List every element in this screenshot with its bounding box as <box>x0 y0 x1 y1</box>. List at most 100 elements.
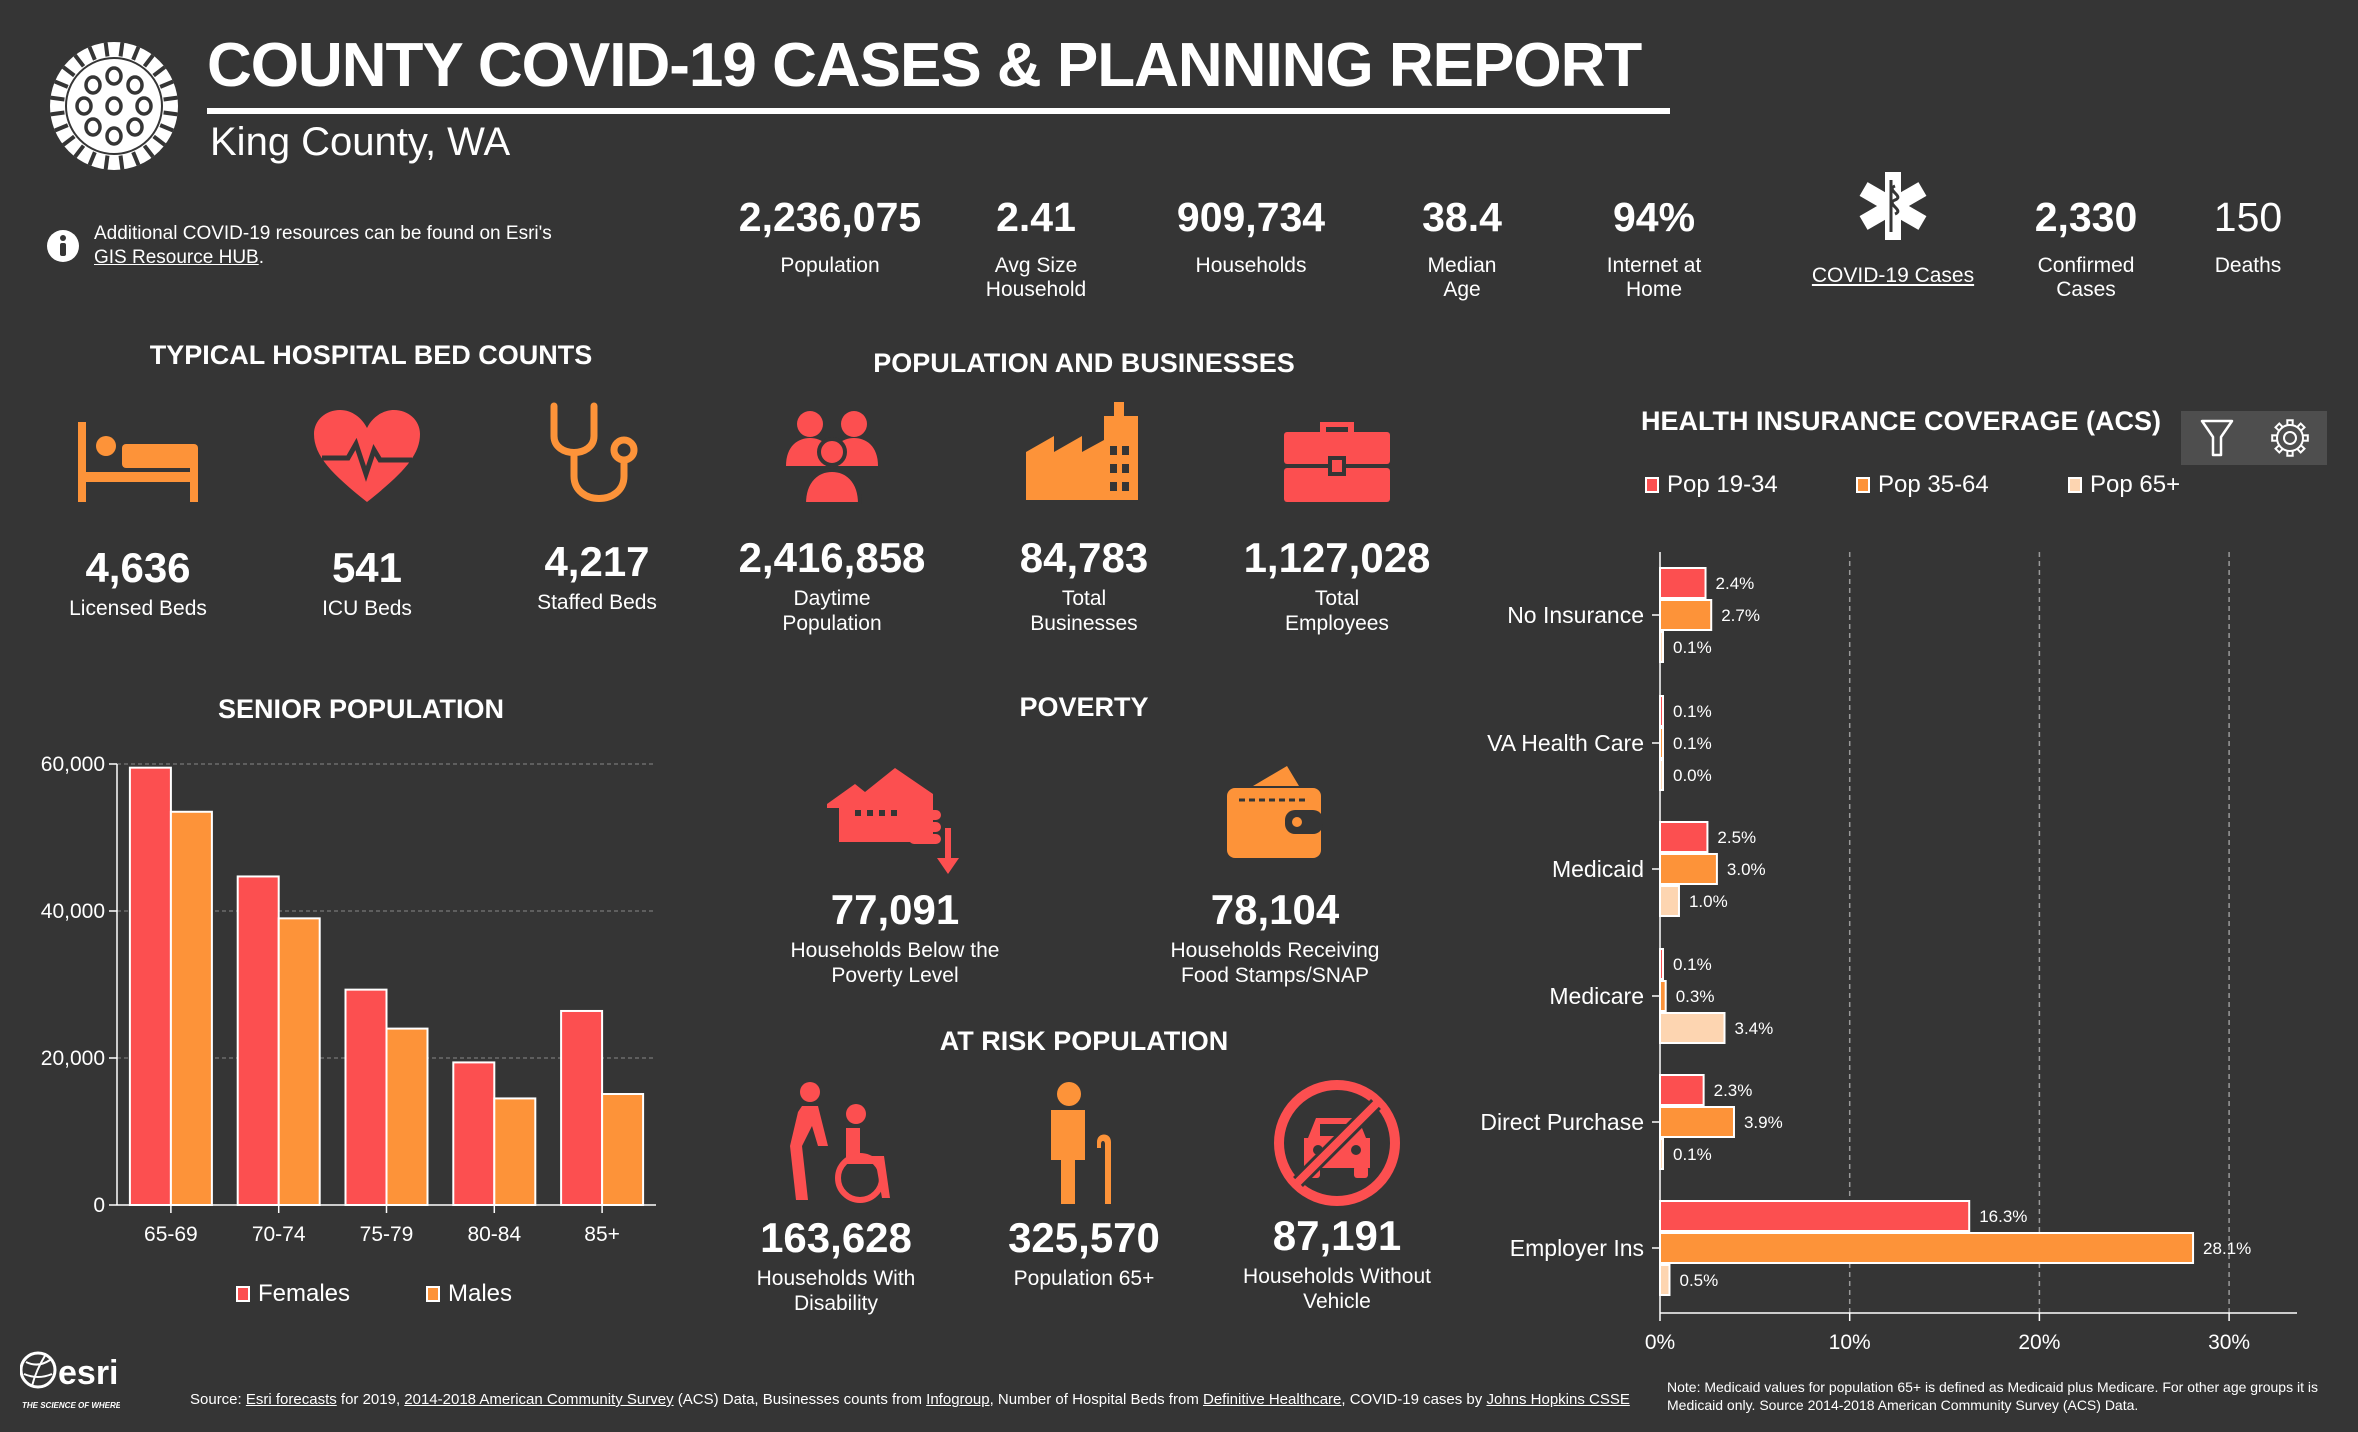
filter-icon[interactable] <box>2199 418 2235 458</box>
page-subtitle: King County, WA <box>210 120 511 164</box>
x-tick-label: 65-69 <box>144 1223 198 1246</box>
virus-spike-gap <box>131 46 141 61</box>
bar-va-health-care-0 <box>1659 695 1664 727</box>
kpi-label: ICU Beds <box>322 597 412 620</box>
kpi-households-snap: 78,104 Households Receiving Food Stamps/… <box>1125 764 1425 988</box>
x-tick-label: 85+ <box>584 1223 620 1246</box>
virus-spike-gap <box>50 95 65 102</box>
bar-value-label: 0.1% <box>1673 1145 1712 1164</box>
definitive-healthcare-link[interactable]: Definitive Healthcare <box>1202 1391 1342 1408</box>
legend-swatch <box>426 1286 440 1302</box>
virus-spike-gap <box>73 144 86 158</box>
bar-value-label: 0.1% <box>1673 734 1712 753</box>
bar-females-75-79 <box>344 988 388 1206</box>
poverty-title: POVERTY <box>1019 692 1149 722</box>
kpi-label: Staffed Beds <box>537 591 657 614</box>
stat-label: Avg Size Household <box>985 254 1087 301</box>
gear-icon[interactable] <box>2270 418 2310 458</box>
bar-value-label: 3.0% <box>1727 860 1766 879</box>
virus-dot <box>75 96 93 116</box>
virus-dot <box>135 96 153 116</box>
insurance-note: Note: Medicaid values for population 65+… <box>1667 1379 2318 1413</box>
stat-label: Population <box>780 254 880 277</box>
stat-value: 2.41 <box>996 194 1076 240</box>
infogroup-link[interactable]: Infogroup <box>926 1391 990 1408</box>
category-label: No Insurance <box>1507 602 1644 628</box>
kpi-value: 78,104 <box>1210 886 1340 933</box>
kpi-daytime-population: 2,416,858 Daytime Population <box>682 408 982 636</box>
kpi-label: Total Businesses <box>1030 587 1138 635</box>
bar-medicaid-0 <box>1659 821 1709 853</box>
x-tick-label: 75-79 <box>360 1223 414 1246</box>
virus-spike-gap <box>118 155 125 170</box>
virus-logo-icon <box>50 42 178 170</box>
virus-spike-gap <box>118 42 125 57</box>
bar-no-insurance-2 <box>1659 631 1664 663</box>
kpi-value: 163,628 <box>760 1214 912 1261</box>
info-note: Additional COVID-19 resources can be fou… <box>46 222 552 270</box>
bar-value-label: 0.1% <box>1673 955 1712 974</box>
virus-spike-gap <box>131 151 141 166</box>
stat-value: 2,330 <box>2034 194 2138 240</box>
esri-tagline: THE SCIENCE OF WHERE <box>22 1401 120 1410</box>
kpi-value: 2,416,858 <box>738 534 926 581</box>
x-tick-label: 30% <box>2208 1331 2250 1354</box>
category-label: Employer Ins <box>1510 1235 1644 1261</box>
kpi-population-65: 325,570 Population 65+ <box>934 1082 1234 1291</box>
johns-hopkins-link[interactable]: Johns Hopkins CSSE <box>1486 1391 1630 1408</box>
heart-pulse-icon <box>314 410 420 502</box>
health-insurance-title: HEALTH INSURANCE COVERAGE (ACS) <box>1641 406 2162 436</box>
category-label: VA Health Care <box>1487 730 1644 756</box>
chart-toolbar <box>2181 411 2327 465</box>
legend-label: Pop 65+ <box>2090 471 2181 498</box>
senior-population-title: SENIOR POPULATION <box>217 694 505 724</box>
kpi-value: 4,217 <box>544 538 650 585</box>
bar-value-label: 0.5% <box>1679 1271 1718 1290</box>
source-text-part: for 2019, <box>336 1391 405 1408</box>
kpi-households-no-vehicle: 87,191 Households Without Vehicle <box>1187 1078 1487 1314</box>
info-icon <box>47 230 79 262</box>
legend-swatch <box>236 1286 250 1302</box>
kpi-icu-beds: 541 ICU Beds <box>217 408 517 621</box>
gear-teeth <box>2270 419 2309 457</box>
bar-value-label: 2.7% <box>1721 606 1760 625</box>
bar-value-label: 2.4% <box>1716 574 1755 593</box>
y-tick-label: 0 <box>93 1194 105 1217</box>
bar-males-70-74 <box>277 917 321 1206</box>
virus-spike-gap <box>159 79 174 89</box>
x-tick-label: 10% <box>1829 1331 1871 1354</box>
bar-value-label: 2.3% <box>1714 1081 1753 1100</box>
source-prefix: Source: <box>190 1391 246 1408</box>
y-tick-label: 20,000 <box>41 1047 105 1070</box>
virus-dot <box>126 117 144 137</box>
bar-value-label: 0.3% <box>1676 987 1715 1006</box>
bar-males-80-84 <box>493 1097 537 1206</box>
bar-value-label: 28.1% <box>2203 1239 2251 1258</box>
acs-link[interactable]: 2014-2018 American Community Survey <box>404 1391 674 1408</box>
legend-swatch <box>1856 477 1870 493</box>
population-businesses-title: POPULATION AND BUSINESSES <box>873 348 1295 378</box>
bar-medicare-2 <box>1659 1012 1726 1044</box>
y-tick-label: 40,000 <box>41 900 105 923</box>
covid-cases-link[interactable]: COVID-19 Cases <box>1811 264 1975 287</box>
bar-medicaid-1 <box>1659 853 1718 885</box>
bar-value-label: 0.1% <box>1673 638 1712 657</box>
stat-value: 94% <box>1612 194 1696 240</box>
virus-spike-gap <box>152 65 166 78</box>
stat-value: 150 <box>2213 194 2283 240</box>
bar-employer-ins-1 <box>1659 1232 2195 1264</box>
gis-resource-hub-link[interactable]: GIS Resource HUB <box>94 247 259 268</box>
legend-label: Females <box>258 1280 351 1307</box>
legend-pop-19-34: Pop 19-34 <box>1645 471 1778 499</box>
x-tick-label: 20% <box>2018 1331 2060 1354</box>
hospital-section-title: TYPICAL HOSPITAL BED COUNTS <box>149 340 593 370</box>
esri-forecasts-link[interactable]: Esri forecasts <box>245 1391 337 1408</box>
gear-ring <box>2275 424 2304 452</box>
wallet-icon <box>1227 766 1323 858</box>
legend-males: Males <box>426 1280 512 1308</box>
stat-covid-cases-link[interactable]: COVID-19 Cases <box>1773 170 2013 288</box>
kpi-value: 4,636 <box>85 544 191 591</box>
bar-employer-ins-0 <box>1659 1200 1971 1232</box>
virus-spike-gap <box>142 144 155 158</box>
no-vehicle-icon <box>1274 1080 1400 1206</box>
